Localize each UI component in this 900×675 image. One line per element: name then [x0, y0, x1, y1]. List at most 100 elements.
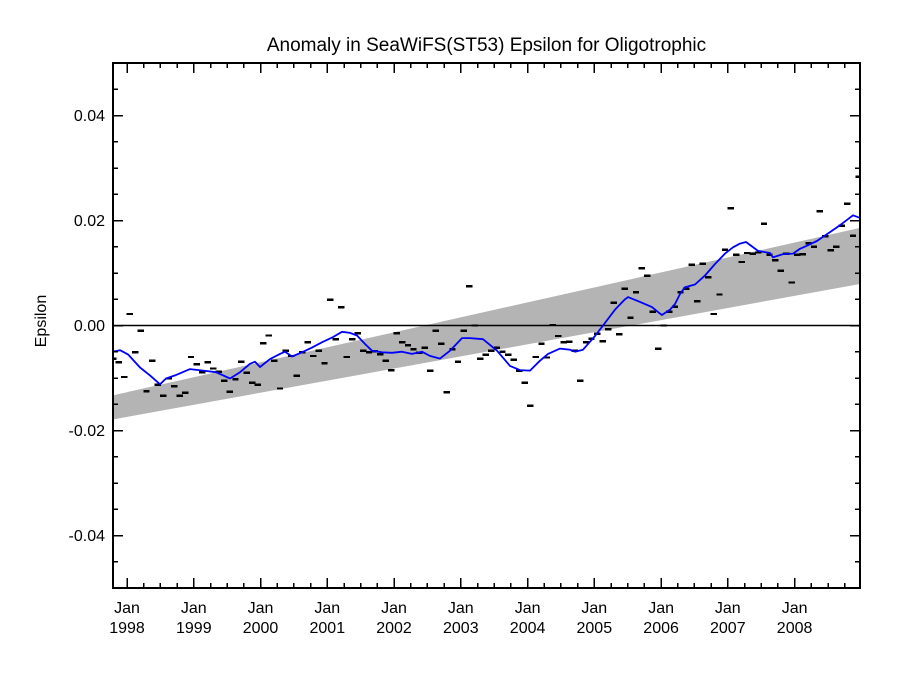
data-point-dash: [721, 248, 729, 252]
data-point-dash: [588, 337, 595, 340]
data-point-dash: [427, 369, 434, 372]
x-tick-label-month: Jan: [648, 600, 674, 617]
data-point-dash: [193, 363, 200, 366]
data-point-dash: [482, 353, 489, 357]
data-point-dash: [148, 359, 156, 362]
data-point-dash: [132, 351, 139, 354]
y-tick-label: 0.04: [74, 108, 105, 125]
x-tick-label-month: Jan: [181, 600, 207, 617]
data-point-dash: [504, 353, 512, 357]
data-point-dash: [755, 251, 762, 254]
data-point-dash: [443, 391, 451, 394]
data-point-dash: [555, 334, 562, 338]
data-point-dash: [838, 224, 846, 227]
data-point-dash: [126, 312, 133, 316]
data-point-dash: [210, 367, 217, 370]
data-point-dash: [171, 385, 178, 388]
data-point-dash: [749, 252, 757, 255]
data-point-dash: [510, 358, 517, 361]
data-point-dash: [237, 360, 245, 363]
data-point-dash: [805, 241, 812, 245]
data-point-dash: [393, 332, 400, 335]
data-point-dash: [610, 301, 617, 305]
x-tick-label-year: 1999: [176, 620, 212, 637]
data-point-dash: [332, 338, 339, 341]
data-point-dash: [760, 222, 768, 225]
data-point-dash: [265, 334, 273, 337]
data-point-dash: [771, 259, 779, 262]
x-tick-label-year: 2002: [376, 620, 412, 637]
y-tick-label: -0.04: [69, 528, 106, 545]
data-point-dash: [360, 349, 367, 352]
x-tick-label-month: Jan: [314, 600, 340, 617]
data-point-dash: [460, 329, 467, 332]
data-point-dash: [254, 383, 261, 386]
data-point-dash: [632, 291, 640, 294]
data-point-dash: [315, 349, 323, 352]
x-tick-label-month: Jan: [114, 600, 140, 617]
data-point-dash: [538, 342, 545, 346]
data-point-dash: [655, 347, 662, 350]
data-point-dash: [354, 332, 362, 335]
data-point-dash: [521, 381, 528, 384]
x-tick-label-year: 2001: [310, 620, 346, 637]
data-point-dash: [454, 360, 462, 363]
data-point-dash: [282, 349, 289, 352]
data-point-dash: [660, 324, 667, 327]
data-point-dash: [321, 362, 328, 365]
data-point-dash: [810, 245, 818, 248]
data-point-dash: [376, 353, 384, 356]
data-point-dash: [232, 377, 239, 381]
data-point-dash: [249, 381, 256, 384]
data-point-dash: [115, 361, 122, 364]
data-point-dash: [399, 341, 406, 344]
data-point-dash: [198, 371, 206, 374]
data-point-dash: [855, 175, 860, 179]
data-point-dash: [532, 355, 540, 359]
data-point-dash: [113, 357, 117, 360]
data-point-dash: [432, 329, 439, 332]
data-point-dash: [137, 329, 145, 332]
data-point-dash: [694, 300, 701, 303]
data-point-dash: [744, 251, 751, 255]
data-point-dash: [477, 357, 484, 360]
data-point-dash: [160, 394, 167, 397]
data-point-dash: [766, 253, 773, 256]
data-point-dash: [382, 359, 389, 362]
data-point-dash: [738, 260, 745, 264]
chart-title: Anomaly in SeaWiFS(ST53) Epsilon for Oli…: [266, 35, 707, 56]
data-point-dash: [705, 276, 712, 279]
x-tick-labels: Jan 1998 Jan 1999 Jan 2000 Jan 2001 Jan 2002 Jan 20…: [109, 600, 812, 637]
data-point-dash: [271, 359, 278, 362]
data-point-dash: [410, 347, 417, 351]
smoothed-line: [113, 214, 860, 386]
x-tick-label-year: 2006: [643, 620, 679, 637]
data-point-dash: [549, 323, 556, 327]
data-point-dash: [338, 305, 345, 309]
x-tick-label-month: Jan: [381, 600, 407, 617]
x-tick-label-month: Jan: [248, 600, 274, 617]
data-point-dash: [276, 387, 284, 390]
data-point-dash: [733, 253, 740, 256]
data-point-dash: [499, 350, 506, 353]
data-point-dash: [671, 305, 679, 308]
data-point-dash: [182, 391, 189, 394]
x-tick-label-year: 2004: [510, 620, 546, 637]
data-point-dash: [582, 341, 590, 344]
trend-band: [113, 227, 860, 420]
x-tick-label-year: 1998: [109, 620, 145, 637]
data-point-dash: [343, 355, 350, 359]
plot-frame: [112, 62, 861, 589]
data-point-dash: [488, 349, 495, 352]
data-point-dash: [699, 262, 706, 265]
data-point-dash: [204, 361, 211, 364]
data-point-dash: [577, 379, 584, 382]
data-point-dash: [527, 404, 534, 407]
x-tick-label-month: Jan: [581, 600, 607, 617]
data-point-dash: [716, 293, 723, 296]
x-tick-label-year: 2007: [710, 620, 746, 637]
x-tick-label-year: 2003: [443, 620, 479, 637]
data-point-dash: [599, 340, 606, 343]
data-point-dash: [543, 356, 551, 359]
